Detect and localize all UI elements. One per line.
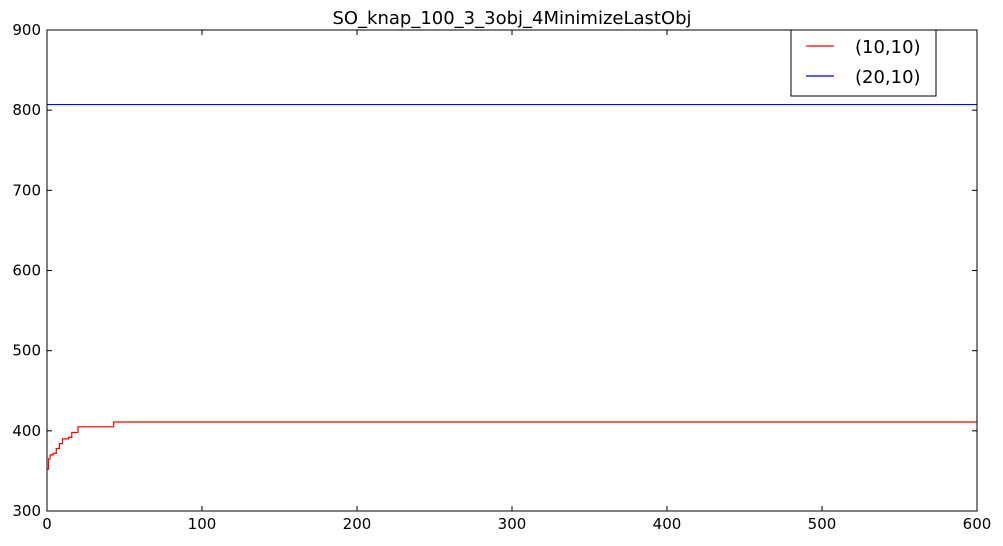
legend: (10,10) (20,10) (790, 29, 937, 97)
y-tick-label-4: 700 (12, 181, 41, 199)
plot-frame (46, 29, 978, 512)
x-tick-label-5: 500 (808, 515, 837, 533)
y-tick-label-1: 400 (12, 422, 41, 440)
x-tick-label-1: 100 (188, 515, 217, 533)
legend-label-1: (20,10) (855, 67, 921, 88)
x-tick-label-3: 300 (498, 515, 527, 533)
y-tick-label-2: 500 (12, 342, 41, 360)
legend-label-0: (10,10) (855, 37, 921, 58)
series-line-0 (47, 421, 977, 470)
y-tick-label-5: 800 (12, 101, 41, 119)
x-tick-label-4: 400 (653, 515, 682, 533)
x-tick-label-6: 600 (963, 515, 992, 533)
x-tick-label-2: 200 (343, 515, 372, 533)
ticks-layer: 0 100 200 300 400 500 600 300 400 500 600 700 800 900 (12, 21, 991, 533)
y-tick-label-0: 300 (12, 502, 41, 520)
x-tick-label-0: 0 (42, 515, 52, 533)
y-tick-label-6: 900 (12, 21, 41, 39)
chart-title: SO_knap_100_3_3obj_4MinimizeLastObj (332, 8, 691, 29)
y-tick-label-3: 600 (12, 262, 41, 280)
legend-box (790, 29, 937, 97)
series-layer (47, 103, 977, 470)
